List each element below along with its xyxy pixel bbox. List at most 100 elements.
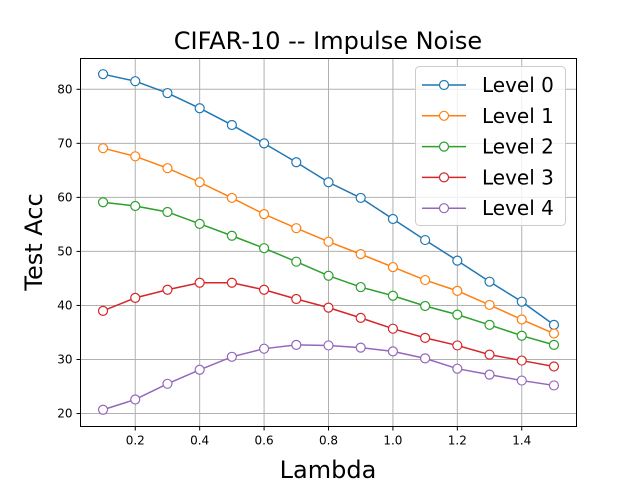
data-point [258, 243, 270, 254]
data-point [387, 261, 399, 273]
data-point [258, 138, 270, 149]
data-point [516, 375, 527, 386]
data-point [258, 209, 270, 220]
legend-marker [438, 203, 450, 214]
y-tick-label: 50 [57, 244, 72, 258]
series-2 [97, 197, 560, 351]
data-point [291, 157, 302, 168]
data-point [516, 296, 527, 307]
data-point [226, 230, 237, 241]
data-point [420, 332, 431, 343]
data-point [548, 361, 560, 372]
chart-title: CIFAR-10 -- Impulse Noise [174, 27, 482, 55]
legend-label: Level 2 [482, 135, 554, 159]
data-point [420, 234, 431, 246]
data-point [548, 380, 560, 391]
data-point [452, 363, 463, 374]
data-point [162, 284, 173, 295]
series-1 [97, 143, 560, 339]
data-point [162, 87, 173, 99]
data-point [548, 319, 560, 331]
data-point [291, 256, 302, 267]
data-point [130, 76, 141, 87]
data-point [484, 276, 495, 287]
series-0 [97, 69, 560, 331]
data-point [452, 309, 463, 320]
legend-marker [438, 79, 450, 91]
legend-marker [438, 172, 450, 183]
data-point [194, 177, 205, 188]
y-tick-label: 70 [57, 136, 72, 150]
data-point [516, 314, 527, 325]
x-tick-label: 1.4 [512, 434, 531, 448]
y-tick-label: 60 [57, 190, 72, 204]
data-point [130, 200, 141, 212]
x-tick-label: 0.2 [126, 434, 145, 448]
data-point [355, 342, 366, 353]
series-4 [97, 339, 560, 415]
data-point [516, 330, 527, 341]
x-tick-label: 0.8 [319, 434, 338, 448]
data-point [355, 192, 366, 204]
legend: Level 0 Level 1 Level 2 Level 3 Level 4 [415, 66, 566, 226]
data-point [323, 236, 334, 247]
data-point [452, 340, 463, 351]
data-point [194, 277, 205, 288]
data-point [97, 143, 109, 154]
data-point [387, 290, 399, 301]
x-tick-label: 1.0 [383, 434, 402, 448]
data-point [162, 163, 173, 174]
data-point [291, 223, 302, 234]
data-point [226, 119, 237, 131]
data-point [291, 339, 302, 351]
legend-marker [438, 141, 450, 152]
data-point [226, 351, 237, 362]
data-point [194, 218, 205, 229]
ticks: 0.2 0.4 0.6 0.8 1.0 1.2 1.4 20 30 40 50 60 70 80 [57, 82, 531, 447]
legend-label: Level 0 [482, 73, 554, 97]
data-point [420, 300, 431, 312]
legend-label: Level 4 [482, 196, 554, 220]
data-point [323, 340, 334, 351]
x-tick-label: 0.6 [255, 434, 274, 448]
data-point [162, 378, 173, 389]
data-point [226, 192, 237, 204]
data-point [548, 339, 560, 351]
data-point [387, 346, 399, 357]
data-point [97, 197, 109, 208]
data-point [548, 328, 560, 339]
data-point [130, 151, 141, 162]
data-point [194, 364, 205, 375]
legend-box [415, 66, 566, 226]
data-point [130, 292, 141, 303]
data-point [484, 319, 495, 331]
data-point [484, 299, 495, 311]
data-point [355, 312, 366, 323]
data-point [130, 394, 141, 405]
y-tick-label: 30 [57, 352, 72, 366]
data-point [258, 343, 270, 354]
data-point [323, 177, 334, 188]
data-point [258, 284, 270, 295]
data-point [452, 255, 463, 266]
data-point [420, 274, 431, 286]
data-point [97, 305, 109, 316]
series-3 [97, 277, 560, 372]
y-tick-label: 80 [57, 82, 72, 96]
data-point [387, 213, 399, 225]
data-point [97, 69, 109, 80]
y-axis-label: Test Acc [20, 193, 48, 291]
data-point [226, 277, 237, 288]
data-point [420, 353, 431, 364]
x-tick-label: 0.4 [190, 434, 209, 448]
data-point [194, 103, 205, 114]
data-point [97, 404, 109, 415]
data-point [355, 249, 366, 260]
series-layer [97, 69, 560, 415]
y-tick-label: 20 [57, 407, 72, 421]
data-point [323, 270, 334, 281]
data-point [516, 355, 527, 366]
y-tick-label: 40 [57, 298, 72, 312]
data-point [484, 349, 495, 360]
